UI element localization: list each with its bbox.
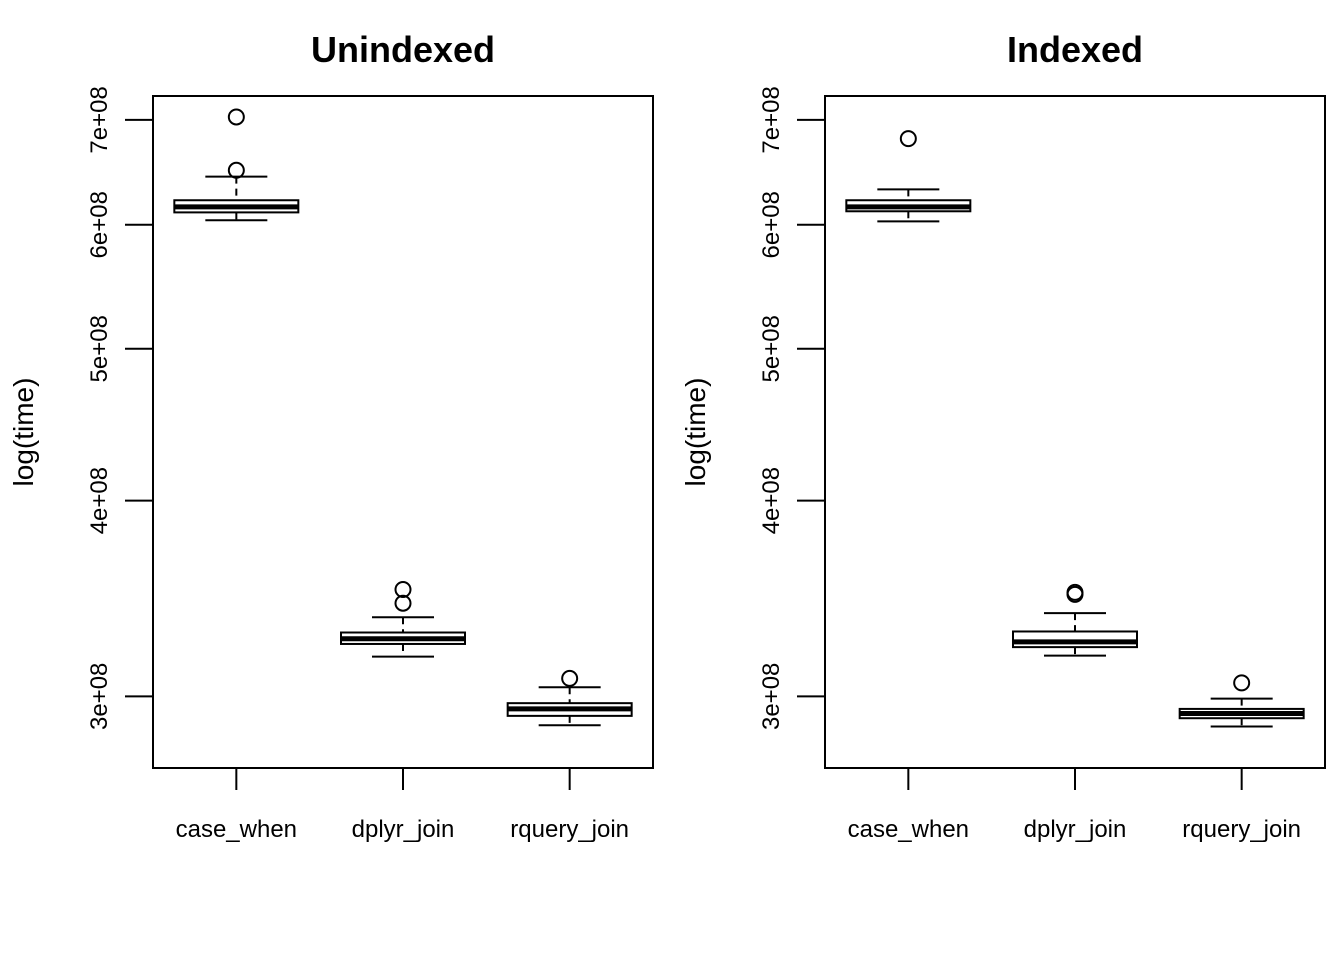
plot-frame-indexed xyxy=(824,95,1326,769)
y-axis-label-indexed: log(time) xyxy=(680,378,711,487)
y-tick-label-indexed-1: 4e+08 xyxy=(758,467,785,534)
box-iqr xyxy=(1012,630,1138,649)
y-axis-label-unindexed: log(time) xyxy=(8,378,39,487)
x-tick-label-indexed-1: dplyr_join xyxy=(1024,816,1127,843)
outlier-point-0 xyxy=(1233,674,1251,692)
box-indexed-1 xyxy=(1012,583,1138,657)
outlier-point-1 xyxy=(394,581,412,599)
y-tick-label-indexed-3: 6e+08 xyxy=(758,191,785,258)
x-tick-label-indexed-0: case_when xyxy=(848,816,969,843)
box-unindexed-1 xyxy=(340,581,466,658)
y-tick-label-unindexed-3: 6e+08 xyxy=(86,191,113,258)
y-tick-label-indexed-4: 7e+08 xyxy=(758,86,785,153)
outlier-point-0 xyxy=(227,161,245,179)
x-tick-label-unindexed-2: rquery_join xyxy=(510,816,629,843)
outlier-point-0 xyxy=(561,669,579,687)
y-tick-label-indexed-2: 5e+08 xyxy=(758,315,785,382)
box-indexed-0 xyxy=(845,130,972,223)
plot-frame-unindexed xyxy=(152,95,654,769)
y-tick-label-unindexed-0: 3e+08 xyxy=(86,663,113,730)
panel-indexed: Indexed log(time) 3e+08 4e+08 5e+08 6e+08 7e+0… xyxy=(680,29,1326,843)
box-unindexed-2 xyxy=(506,669,633,727)
y-tick-label-unindexed-1: 4e+08 xyxy=(86,467,113,534)
y-tick-label-unindexed-2: 5e+08 xyxy=(86,315,113,382)
panel-unindexed: Unindexed log(time) 3e+08 4e+08 5e+08 6e+08 7e… xyxy=(8,29,654,843)
chart-title-unindexed: Unindexed xyxy=(311,29,495,70)
x-tick-label-unindexed-0: case_when xyxy=(176,816,297,843)
outlier-point-1 xyxy=(227,108,245,126)
outlier-point-1 xyxy=(1066,583,1084,601)
x-tick-label-unindexed-1: dplyr_join xyxy=(352,816,455,843)
y-tick-label-indexed-0: 3e+08 xyxy=(758,663,785,730)
outlier-point-0 xyxy=(899,130,917,148)
box-unindexed-0 xyxy=(173,108,300,222)
chart-title-indexed: Indexed xyxy=(1007,29,1143,70)
outlier-point-0 xyxy=(394,594,412,612)
box-indexed-2 xyxy=(1178,674,1305,728)
x-tick-label-indexed-2: rquery_join xyxy=(1182,816,1301,843)
y-tick-label-unindexed-4: 7e+08 xyxy=(86,86,113,153)
